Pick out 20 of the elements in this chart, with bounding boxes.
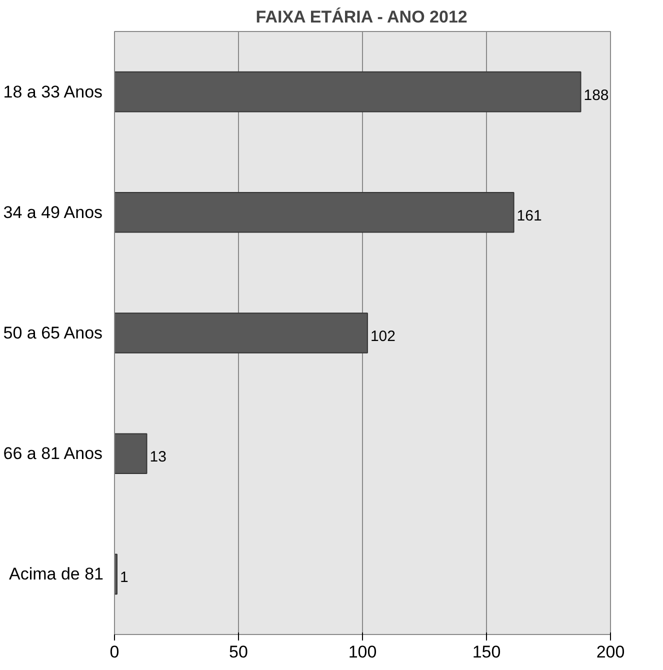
y-tick-label: 66 a 81 Anos	[3, 444, 103, 464]
chart-title: FAIXA ETÁRIA - ANO 2012	[256, 6, 468, 26]
y-tick-label: 18 a 33 Anos	[3, 82, 103, 102]
x-tick-label: 100	[348, 642, 377, 662]
x-tick-label: 0	[110, 642, 120, 662]
x-tick-label: 200	[596, 642, 625, 662]
y-tick-label: Acima de 81	[9, 564, 104, 584]
data-label: 1	[120, 569, 128, 586]
data-label: 13	[150, 448, 166, 466]
x-tick-label: 150	[472, 642, 501, 662]
y-tick-label: 34 a 49 Anos	[3, 202, 103, 222]
bar	[114, 71, 582, 112]
bar	[114, 312, 368, 354]
bar	[114, 433, 148, 474]
data-label: 161	[516, 207, 542, 224]
bar	[114, 192, 514, 233]
y-tick-label: 50 a 65 Anos	[3, 324, 103, 342]
x-tick-label: 50	[229, 642, 248, 662]
data-label: 188	[584, 86, 609, 104]
data-label: 102	[370, 328, 396, 345]
